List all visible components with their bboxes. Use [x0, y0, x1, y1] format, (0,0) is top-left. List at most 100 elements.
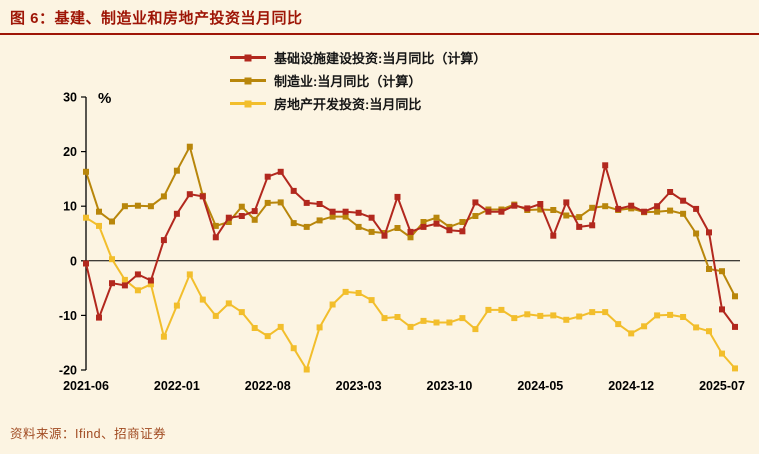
data-point: [407, 323, 414, 330]
data-point: [589, 309, 596, 316]
data-point: [667, 207, 674, 214]
data-point: [433, 319, 440, 326]
data-point: [550, 232, 557, 239]
data-point: [134, 202, 141, 209]
data-point: [576, 223, 583, 230]
data-point: [121, 282, 128, 289]
data-point: [121, 203, 128, 210]
data-point: [277, 199, 284, 206]
data-point: [290, 187, 297, 194]
data-point: [446, 227, 453, 234]
x-tick-label: 2022-01: [154, 379, 200, 393]
source-note: 资料来源：Ifind、招商证券: [10, 427, 167, 441]
data-point: [186, 191, 193, 198]
data-point: [160, 237, 167, 244]
data-point: [550, 207, 557, 213]
data-point: [602, 309, 609, 316]
data-point: [615, 205, 622, 212]
y-axis-unit: %: [98, 90, 111, 107]
series-line-infrastructure: [85, 164, 736, 328]
data-point: [537, 206, 544, 213]
data-point: [433, 214, 440, 221]
data-point: [537, 312, 544, 319]
data-point: [264, 199, 271, 206]
x-tick-label: 2023-10: [427, 379, 473, 393]
data-point: [420, 219, 427, 225]
data-point: [264, 173, 271, 180]
data-point: [277, 323, 284, 330]
data-point: [420, 317, 427, 324]
data-point: [290, 220, 297, 227]
data-point: [693, 230, 700, 237]
data-point: [576, 313, 583, 320]
data-point: [225, 219, 232, 225]
data-point: [654, 203, 661, 210]
data-point: [719, 350, 725, 357]
data-point: [511, 202, 518, 209]
legend-item-manufacturing: 制造业:当月同比（计算）: [230, 69, 486, 92]
legend-label-infrastructure: 基础设施建设投资:当月同比（计算）: [274, 51, 487, 66]
data-point: [83, 214, 89, 221]
data-point: [641, 208, 648, 215]
y-tick-label: 10: [63, 200, 77, 214]
data-point: [498, 208, 505, 215]
data-point: [602, 162, 609, 169]
data-point: [615, 321, 622, 328]
data-point: [394, 314, 401, 320]
data-point: [628, 330, 635, 337]
data-point: [719, 268, 725, 275]
series-real-estate: [83, 214, 738, 373]
data-point: [83, 168, 89, 175]
data-point: [316, 217, 323, 224]
x-tick-label: 2024-12: [608, 379, 654, 393]
data-point: [472, 199, 479, 206]
legend-label-real-estate: 房地产开发投资:当月同比: [274, 97, 422, 112]
x-tick-label: 2025-07: [699, 379, 745, 393]
data-point: [238, 309, 245, 316]
data-point: [381, 315, 388, 322]
data-point: [109, 218, 115, 225]
data-point: [693, 324, 700, 331]
y-tick-label: 20: [63, 145, 77, 159]
data-point: [303, 199, 310, 206]
legend-item-infrastructure: 基础设施建设投资:当月同比（计算）: [230, 46, 486, 69]
data-point: [355, 223, 362, 230]
data-point: [524, 205, 531, 212]
data-point: [719, 306, 725, 313]
data-point: [329, 301, 336, 308]
legend-swatch-manufacturing: [230, 77, 266, 84]
data-point: [109, 256, 115, 263]
x-tick-label: 2023-03: [336, 379, 382, 393]
x-tick-label: 2021-06: [63, 379, 109, 393]
data-point: [446, 319, 453, 326]
data-point: [628, 202, 635, 209]
data-point: [706, 266, 712, 272]
data-point: [109, 280, 115, 287]
data-point: [641, 323, 648, 330]
data-point: [342, 208, 349, 215]
data-point: [368, 297, 375, 304]
data-point: [251, 325, 258, 331]
data-point: [576, 214, 583, 221]
chart-area: 30 20 10 0 -10 -20% 2021-06 2022-01 2022-08 2023-…: [0, 80, 759, 410]
data-point: [134, 271, 141, 278]
figure-title: 图 6：基建、制造业和房地产投资当月同比: [0, 0, 759, 35]
data-point: [355, 209, 362, 216]
data-point: [96, 314, 102, 321]
data-point: [225, 214, 232, 221]
data-point: [121, 276, 128, 283]
data-point: [199, 296, 206, 303]
data-point: [407, 234, 414, 241]
data-point: [394, 225, 401, 231]
data-point: [381, 232, 388, 239]
chart-legend: 基础设施建设投资:当月同比（计算） 制造业:当月同比（计算） 房地产开发投资:当月同…: [230, 46, 486, 115]
data-point: [303, 223, 310, 230]
data-point: [485, 208, 492, 215]
data-point: [563, 316, 570, 323]
data-point: [732, 293, 738, 300]
legend-label-manufacturing: 制造业:当月同比（计算）: [274, 74, 422, 89]
data-point: [667, 189, 674, 195]
data-point: [680, 197, 687, 204]
data-point: [433, 220, 440, 227]
data-point: [96, 222, 102, 229]
